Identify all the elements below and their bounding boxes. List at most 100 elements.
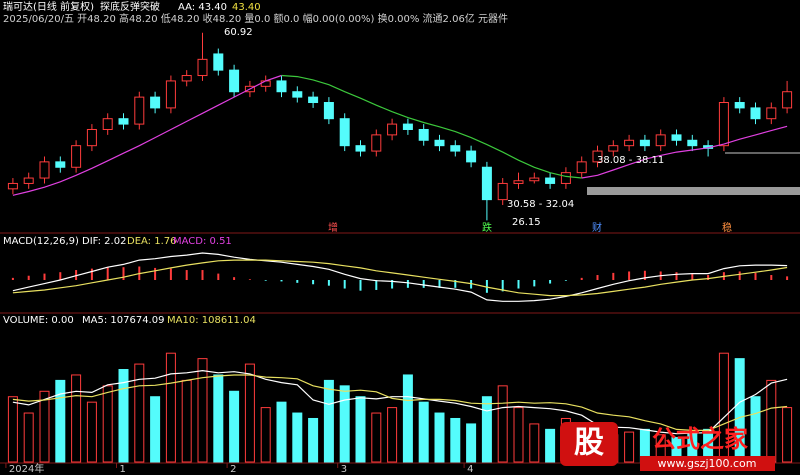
candle-body [23, 177, 34, 184]
stock-name: 瑞可达(日线 前复权) [3, 0, 94, 13]
volume-bar [750, 396, 761, 463]
candle-body [165, 80, 176, 109]
candle-body [308, 96, 319, 104]
candle-body [181, 75, 192, 82]
candle-body [450, 145, 461, 152]
signal-label: 稳 [722, 221, 732, 234]
candle-body [624, 139, 635, 147]
candle-body [229, 69, 240, 93]
dif-line [12, 252, 788, 302]
dea-line [12, 259, 788, 297]
candle-body [545, 177, 556, 184]
site-url: www.gszj100.com [657, 457, 756, 470]
candle-body [655, 134, 666, 147]
signal-label: 跌 [482, 221, 492, 234]
volume-bar [181, 379, 192, 463]
volume-bar [134, 363, 145, 463]
macd-label: MACD: 0.51 [173, 236, 232, 247]
ma5-label: MA5: 107674.09 [82, 315, 164, 326]
volume-bar [86, 401, 97, 463]
volume-bar [213, 374, 224, 463]
candle-body [355, 145, 366, 152]
volume-bar [260, 407, 271, 463]
volume-bar [276, 401, 287, 463]
candle-body [197, 58, 208, 77]
x-tick-label: 2024年 [9, 462, 44, 475]
candle-body [276, 80, 287, 93]
macd-title: MACD(12,26,9) [3, 236, 79, 247]
candle-body [402, 123, 413, 130]
candle-body [71, 145, 82, 168]
candle-body [782, 91, 793, 109]
candle-body [213, 53, 224, 71]
watermark: 股 公式之家 www.gszj100.com [560, 422, 775, 471]
price-annotation: 30.58 - 32.04 [507, 199, 574, 210]
candle-body [39, 161, 50, 179]
volume-bar [323, 379, 334, 463]
signal-label: 财 [592, 221, 602, 234]
volume-bar [418, 401, 429, 463]
candle-body [150, 96, 161, 109]
ma5-line [12, 369, 788, 435]
signal-label: 增 [328, 221, 338, 234]
volume-bar [292, 412, 303, 463]
candle-body [513, 180, 524, 184]
candle-body [671, 134, 682, 141]
candle-body [118, 118, 129, 125]
volume-bar [339, 385, 350, 463]
ma10-label: MA10: 108611.04 [167, 315, 256, 326]
site-name: 公式之家 [652, 425, 748, 453]
volume-bar [150, 396, 161, 463]
x-tick-label: 2 [230, 464, 236, 475]
volume-bar [308, 417, 319, 463]
ma-line [12, 74, 788, 196]
candle-body [387, 123, 398, 136]
volume-bar [39, 390, 50, 463]
candle-body [292, 91, 303, 98]
volume-title: VOLUME: 0.00 [3, 315, 74, 326]
price-annotation: 26.15 [512, 217, 541, 228]
volume-bar [71, 374, 82, 463]
volume-bar [118, 369, 129, 463]
volume-bar [402, 374, 413, 463]
candle-body [718, 102, 729, 147]
ma10-line [12, 374, 788, 431]
volume-bar [497, 385, 508, 463]
candle-body [560, 172, 571, 184]
candle-body [418, 128, 429, 141]
volume-bar [229, 390, 240, 463]
ma-line [281, 74, 582, 179]
volume-bar [197, 358, 208, 463]
x-tick-label: 3 [341, 464, 347, 475]
volume-bar [466, 423, 477, 463]
candle-body [639, 139, 650, 147]
candle-body [371, 134, 382, 152]
volume-bar [529, 423, 540, 463]
x-tick-label: 4 [467, 464, 473, 475]
price-annotation: 38.08 - 38.11 [597, 155, 664, 166]
candle-body [434, 139, 445, 147]
volume-bar [782, 407, 793, 463]
support-band [587, 187, 800, 195]
volume-bar [7, 396, 18, 463]
info-line: 2025/06/20/五 开48.20 高48.20 低48.20 收48.20… [3, 12, 508, 25]
volume-bar [624, 431, 635, 463]
x-tick-label: 1 [120, 464, 126, 475]
candle-body [687, 139, 698, 147]
dea-label: DEA: 1.76 [127, 236, 177, 247]
volume-bar [165, 352, 176, 463]
volume-bar [434, 412, 445, 463]
candle-body [608, 145, 619, 152]
volume-bar [371, 412, 382, 463]
aa-value: 43.40 [232, 2, 261, 13]
candle-body [576, 161, 587, 174]
candle-body [134, 96, 145, 125]
candle-body [766, 107, 777, 120]
volume-bar [23, 412, 34, 463]
candle-body [466, 150, 477, 163]
logo: 股 [574, 426, 604, 461]
volume-bar [766, 379, 777, 463]
volume-bar [450, 417, 461, 463]
candle-body [86, 128, 97, 147]
volume-bar [481, 396, 492, 463]
